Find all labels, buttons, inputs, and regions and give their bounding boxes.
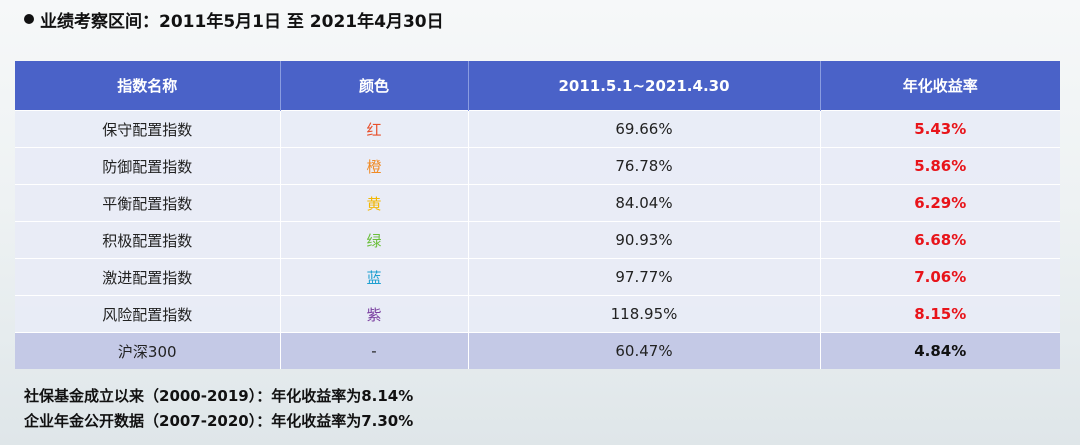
table-row: 平衡配置指数 黄 84.04% 6.29%: [15, 184, 1060, 222]
index-performance-table: 指数名称 颜色 2011.5.1~2021.4.30 年化收益率 保守配置指数 …: [15, 61, 1060, 369]
period-heading-text: 业绩考察区间：2011年5月1日 至 2021年4月30日: [40, 11, 444, 32]
annualized-return: 8.15%: [819, 295, 1060, 333]
annualized-return: 6.29%: [819, 184, 1060, 222]
benchmark-period-return: 60.47%: [467, 332, 820, 369]
color-label: 紫: [279, 295, 468, 333]
index-name: 风险配置指数: [15, 295, 280, 333]
index-name: 积极配置指数: [15, 221, 280, 259]
color-label: 红: [279, 110, 468, 148]
benchmark-name: 沪深300: [15, 332, 280, 369]
period-heading: 业绩考察区间：2011年5月1日 至 2021年4月30日: [24, 7, 444, 32]
period-return: 90.93%: [467, 221, 820, 259]
table-row: 激进配置指数 蓝 97.77% 7.06%: [15, 258, 1060, 296]
header-color: 颜色: [279, 61, 468, 111]
table-row: 积极配置指数 绿 90.93% 6.68%: [15, 221, 1060, 259]
table-row: 风险配置指数 紫 118.95% 8.15%: [15, 295, 1060, 333]
color-label: 蓝: [279, 258, 468, 296]
footnotes: 社保基金成立以来（2000-2019）：年化收益率为8.14% 企业年金公开数据…: [24, 384, 413, 434]
period-return: 118.95%: [467, 295, 820, 333]
annualized-return: 7.06%: [819, 258, 1060, 296]
bullet-dot-icon: [24, 14, 34, 24]
annualized-return: 6.68%: [819, 221, 1060, 259]
color-label: 橙: [279, 147, 468, 185]
index-name: 激进配置指数: [15, 258, 280, 296]
header-period-return: 2011.5.1~2021.4.30: [467, 61, 820, 111]
benchmark-color-label: -: [279, 332, 468, 369]
table-row: 保守配置指数 红 69.66% 5.43%: [15, 110, 1060, 148]
table-header-row: 指数名称 颜色 2011.5.1~2021.4.30 年化收益率: [15, 61, 1060, 111]
index-name: 保守配置指数: [15, 110, 280, 148]
period-return: 69.66%: [467, 110, 820, 148]
benchmark-row: 沪深300 - 60.47% 4.84%: [15, 332, 1060, 369]
footnote-enterprise-annuity: 企业年金公开数据（2007-2020）：年化收益率为7.30%: [24, 412, 414, 430]
color-label: 绿: [279, 221, 468, 259]
annualized-return: 5.86%: [819, 147, 1060, 185]
annualized-return: 5.43%: [819, 110, 1060, 148]
period-return: 84.04%: [467, 184, 820, 222]
period-return: 97.77%: [467, 258, 820, 296]
index-name: 平衡配置指数: [15, 184, 280, 222]
benchmark-annualized-return: 4.84%: [819, 332, 1060, 369]
footnote-social-security: 社保基金成立以来（2000-2019）：年化收益率为8.14%: [24, 387, 414, 405]
period-return: 76.78%: [467, 147, 820, 185]
index-name: 防御配置指数: [15, 147, 280, 185]
header-annualized-return: 年化收益率: [819, 61, 1060, 111]
color-label: 黄: [279, 184, 468, 222]
table-row: 防御配置指数 橙 76.78% 5.86%: [15, 147, 1060, 185]
header-index-name: 指数名称: [15, 61, 280, 111]
